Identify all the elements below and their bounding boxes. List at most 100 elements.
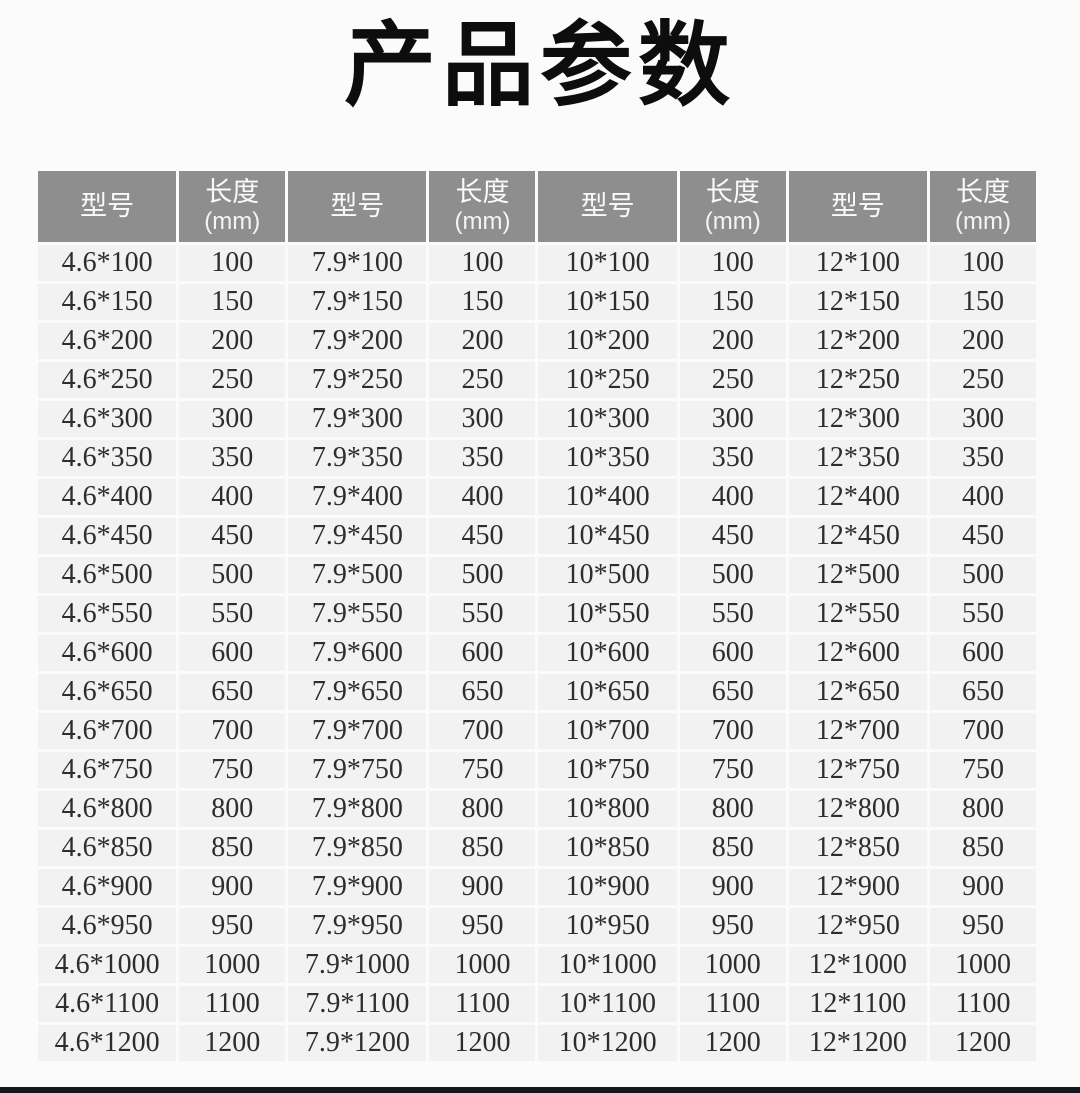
model-column-header: 型号 (538, 171, 677, 242)
model-cell: 7.9*200 (288, 323, 427, 359)
model-cell: 7.9*250 (288, 362, 427, 398)
length-cell: 1100 (679, 986, 786, 1022)
model-cell: 7.9*300 (288, 401, 427, 437)
model-cell: 4.6*200 (38, 323, 177, 359)
length-cell: 750 (929, 752, 1036, 788)
length-cell: 150 (679, 284, 786, 320)
model-cell: 12*500 (788, 557, 927, 593)
model-cell: 12*650 (788, 674, 927, 710)
length-column-header: 长度 (mm) (179, 171, 286, 242)
model-cell: 7.9*800 (288, 791, 427, 827)
length-cell: 600 (929, 635, 1036, 671)
model-cell: 10*500 (538, 557, 677, 593)
length-cell: 550 (429, 596, 536, 632)
length-cell: 150 (429, 284, 536, 320)
model-cell: 10*150 (538, 284, 677, 320)
model-cell: 4.6*1200 (38, 1025, 177, 1061)
length-cell: 1000 (179, 947, 286, 983)
table-row: 4.6*1000 1000 7.9*1000 1000 10*1000 1000 12*10… (38, 947, 1036, 983)
model-cell: 4.6*400 (38, 479, 177, 515)
length-cell: 800 (179, 791, 286, 827)
length-cell: 150 (179, 284, 286, 320)
length-cell: 700 (929, 713, 1036, 749)
length-cell: 750 (679, 752, 786, 788)
model-cell: 4.6*600 (38, 635, 177, 671)
model-cell: 12*850 (788, 830, 927, 866)
model-cell: 4.6*1000 (38, 947, 177, 983)
page-title: 产品参数 (343, 15, 736, 117)
length-cell: 950 (929, 908, 1036, 944)
length-cell: 1000 (679, 947, 786, 983)
model-cell: 7.9*550 (288, 596, 427, 632)
model-cell: 12*600 (788, 635, 927, 671)
length-cell: 1100 (429, 986, 536, 1022)
length-cell: 700 (679, 713, 786, 749)
table-row: 4.6*550 550 7.9*550 550 10*550 550 12*550 550 (38, 596, 1036, 632)
model-cell: 4.6*300 (38, 401, 177, 437)
length-cell: 350 (679, 440, 786, 476)
length-cell: 800 (679, 791, 786, 827)
table-row: 4.6*400 400 7.9*400 400 10*400 400 12*400 400 (38, 479, 1036, 515)
model-cell: 12*800 (788, 791, 927, 827)
model-cell: 7.9*150 (288, 284, 427, 320)
length-cell: 350 (179, 440, 286, 476)
model-cell: 12*150 (788, 284, 927, 320)
length-cell: 1200 (679, 1025, 786, 1061)
length-cell: 450 (929, 518, 1036, 554)
model-cell: 12*350 (788, 440, 927, 476)
length-cell: 900 (429, 869, 536, 905)
model-cell: 4.6*850 (38, 830, 177, 866)
model-cell: 7.9*450 (288, 518, 427, 554)
length-cell: 100 (429, 245, 536, 281)
length-cell: 500 (679, 557, 786, 593)
length-cell: 550 (679, 596, 786, 632)
length-cell: 100 (929, 245, 1036, 281)
model-cell: 7.9*400 (288, 479, 427, 515)
length-cell: 1100 (929, 986, 1036, 1022)
table-row: 4.6*600 600 7.9*600 600 10*600 600 12*600 600 (38, 635, 1036, 671)
table-row: 4.6*1100 1100 7.9*1100 1100 10*1100 1100 12*11… (38, 986, 1036, 1022)
table-row: 4.6*100 100 7.9*100 100 10*100 100 12*100 100 (38, 245, 1036, 281)
table-row: 4.6*300 300 7.9*300 300 10*300 300 12*300 300 (38, 401, 1036, 437)
model-cell: 4.6*450 (38, 518, 177, 554)
length-cell: 500 (429, 557, 536, 593)
length-cell: 600 (179, 635, 286, 671)
model-cell: 4.6*800 (38, 791, 177, 827)
model-cell: 10*800 (538, 791, 677, 827)
table-row: 4.6*800 800 7.9*800 800 10*800 800 12*800 800 (38, 791, 1036, 827)
length-cell: 900 (179, 869, 286, 905)
length-cell: 250 (679, 362, 786, 398)
model-cell: 10*850 (538, 830, 677, 866)
length-cell: 200 (679, 323, 786, 359)
model-cell: 7.9*1000 (288, 947, 427, 983)
model-cell: 4.6*150 (38, 284, 177, 320)
length-cell: 950 (429, 908, 536, 944)
model-cell: 12*750 (788, 752, 927, 788)
model-cell: 10*750 (538, 752, 677, 788)
length-cell: 300 (679, 401, 786, 437)
model-cell: 4.6*650 (38, 674, 177, 710)
model-cell: 7.9*350 (288, 440, 427, 476)
model-column-header: 型号 (288, 171, 427, 242)
model-cell: 10*300 (538, 401, 677, 437)
model-cell: 12*250 (788, 362, 927, 398)
length-cell: 1000 (929, 947, 1036, 983)
length-cell: 450 (429, 518, 536, 554)
table-row: 4.6*900 900 7.9*900 900 10*900 900 12*900 900 (38, 869, 1036, 905)
table-row: 4.6*350 350 7.9*350 350 10*350 350 12*350 350 (38, 440, 1036, 476)
model-cell: 7.9*750 (288, 752, 427, 788)
length-cell: 300 (929, 401, 1036, 437)
length-cell: 900 (929, 869, 1036, 905)
table-header-row: 型号 长度 (mm) 型号 长度 (mm) 型号 长度 (mm) 型号 长度 (mm) (38, 171, 1036, 242)
length-cell: 700 (429, 713, 536, 749)
model-cell: 4.6*700 (38, 713, 177, 749)
length-cell: 600 (429, 635, 536, 671)
length-cell: 950 (179, 908, 286, 944)
model-cell: 12*450 (788, 518, 927, 554)
length-cell: 200 (929, 323, 1036, 359)
length-cell: 500 (929, 557, 1036, 593)
length-cell: 850 (429, 830, 536, 866)
length-cell: 750 (179, 752, 286, 788)
model-cell: 10*700 (538, 713, 677, 749)
length-cell: 400 (429, 479, 536, 515)
